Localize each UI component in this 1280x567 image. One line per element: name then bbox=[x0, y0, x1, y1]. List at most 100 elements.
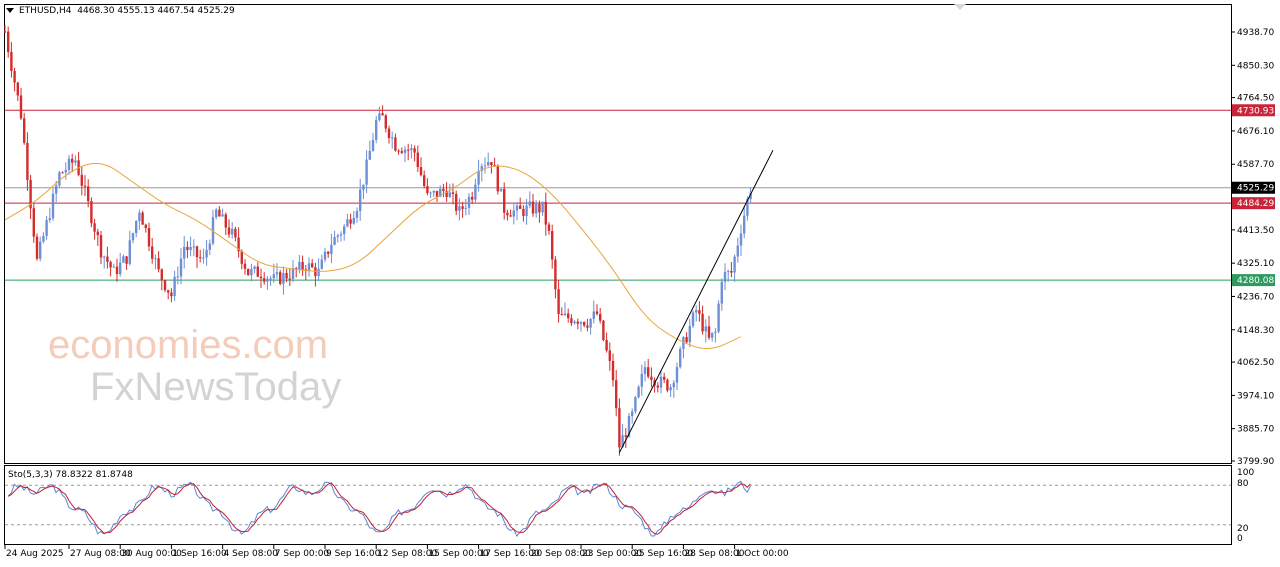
horizontal-levels bbox=[5, 109, 1231, 281]
candle-body bbox=[51, 193, 55, 219]
candle-body bbox=[557, 289, 560, 315]
candle-body bbox=[138, 212, 141, 221]
candle-body bbox=[666, 379, 669, 391]
candle-body bbox=[42, 235, 45, 242]
candle-body bbox=[704, 326, 707, 332]
trendline[interactable] bbox=[618, 149, 774, 453]
candle-body bbox=[349, 219, 352, 224]
candle-body bbox=[701, 313, 704, 332]
candle-body bbox=[83, 185, 87, 187]
candle-body bbox=[96, 231, 99, 236]
candle-body bbox=[167, 290, 170, 293]
price-tick-label: 4587.70 bbox=[1237, 160, 1274, 170]
candle-body bbox=[461, 206, 464, 209]
candle-body bbox=[717, 303, 720, 332]
candle-body bbox=[35, 236, 39, 259]
candle-body bbox=[586, 325, 589, 328]
main-panel bbox=[4, 4, 1232, 464]
candle-body bbox=[291, 268, 295, 279]
chart-header: ETHUSD,H4 4468.30 4555.13 4467.54 4525.2… bbox=[6, 6, 235, 16]
candle-body bbox=[391, 137, 394, 139]
candle-body bbox=[189, 246, 192, 251]
candle-body bbox=[336, 235, 339, 237]
candle-body bbox=[637, 386, 640, 398]
candle-body bbox=[122, 256, 125, 263]
candle-body bbox=[736, 245, 739, 257]
oscillator-tick-label: 0 bbox=[1237, 534, 1243, 544]
time-tick-label: 4 Sep 08:00 bbox=[224, 549, 279, 559]
candle-body bbox=[183, 246, 186, 259]
candle-body bbox=[615, 380, 618, 409]
price-tag-label-support: 4280.08 bbox=[1237, 276, 1274, 286]
candle-body bbox=[237, 237, 240, 252]
candle-body bbox=[426, 186, 429, 194]
candle-body bbox=[567, 313, 570, 319]
candle-body bbox=[435, 190, 439, 197]
price-tick-label: 3885.70 bbox=[1237, 425, 1274, 435]
candle-body bbox=[698, 310, 701, 314]
candle-body bbox=[285, 272, 288, 279]
candle-body bbox=[211, 217, 215, 244]
candle-body bbox=[7, 31, 10, 52]
candlestick-series bbox=[3, 25, 752, 456]
candle-body bbox=[522, 208, 525, 217]
candle-body bbox=[10, 51, 13, 72]
candle-body bbox=[375, 119, 378, 140]
candle-body bbox=[487, 162, 490, 166]
price-tag-label-current: 4525.29 bbox=[1237, 184, 1274, 194]
candle-body bbox=[547, 224, 551, 232]
time-tick-label: 7 Sep 00:00 bbox=[275, 549, 330, 559]
time-tick-label: 25 Sep 16:00 bbox=[633, 549, 693, 559]
candle-body bbox=[519, 205, 522, 209]
candle-body bbox=[490, 162, 493, 166]
candle-body bbox=[333, 236, 336, 245]
candle-body bbox=[346, 219, 349, 227]
candle-body bbox=[512, 210, 515, 217]
scroll-marker[interactable] bbox=[954, 4, 966, 10]
oscillator-tick-label: 100 bbox=[1237, 468, 1254, 478]
watermark-line2: FxNewsToday bbox=[90, 365, 341, 409]
candle-body bbox=[599, 314, 602, 321]
candle-body bbox=[618, 408, 621, 448]
candle-body bbox=[67, 158, 71, 170]
candle-body bbox=[355, 211, 359, 218]
dropdown-triangle-icon[interactable] bbox=[6, 8, 14, 13]
candle-body bbox=[583, 322, 586, 326]
candle-body bbox=[371, 139, 375, 152]
candle-body bbox=[723, 271, 727, 282]
candle-body bbox=[672, 382, 675, 388]
price-tick-label: 4062.50 bbox=[1237, 358, 1274, 368]
time-tick-label: 9 Sep 16:00 bbox=[326, 549, 381, 559]
candle-body bbox=[442, 188, 445, 192]
candle-body bbox=[23, 118, 26, 143]
candle-body bbox=[339, 234, 343, 236]
stochastic-main-line bbox=[7, 480, 751, 537]
candle-body bbox=[560, 314, 563, 316]
candle-body bbox=[320, 259, 323, 269]
candle-body bbox=[195, 246, 199, 258]
candle-body bbox=[743, 215, 746, 234]
candle-body bbox=[589, 318, 592, 328]
candle-body bbox=[384, 115, 387, 129]
candle-body bbox=[733, 256, 736, 273]
price-tick-label: 4764.50 bbox=[1237, 94, 1274, 104]
candle-body bbox=[103, 256, 106, 258]
time-tick-label: 12 Sep 08:00 bbox=[377, 549, 437, 559]
candle-body bbox=[451, 192, 455, 195]
candle-body bbox=[231, 228, 234, 235]
candle-body bbox=[247, 268, 250, 276]
candle-body bbox=[627, 416, 631, 437]
candle-body bbox=[13, 71, 16, 83]
candle-body bbox=[554, 259, 557, 290]
time-tick-label: 24 Aug 2025 bbox=[6, 549, 64, 559]
candle-body bbox=[19, 95, 23, 119]
price-tag-support bbox=[1232, 274, 1275, 287]
candle-body bbox=[720, 281, 723, 304]
candle-body bbox=[679, 348, 682, 368]
symbol-label: ETHUSD,H4 bbox=[19, 6, 72, 16]
candle-body bbox=[151, 246, 154, 259]
price-tick-label: 4325.10 bbox=[1237, 259, 1274, 269]
time-tick-label: 1 Oct 00:00 bbox=[736, 549, 789, 559]
candle-body bbox=[387, 128, 391, 139]
